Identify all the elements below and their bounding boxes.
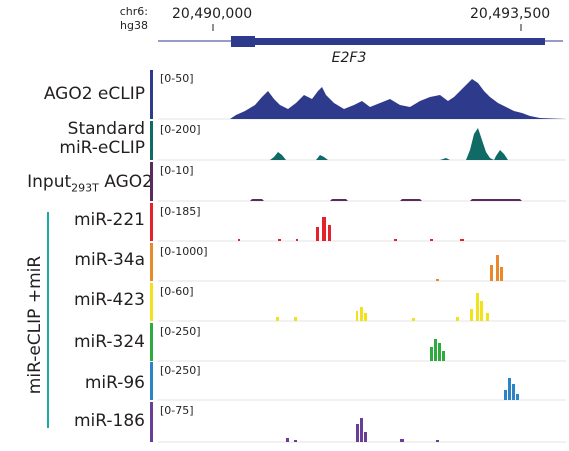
signal-bar-mir186 [286, 438, 289, 442]
signal-bar-mir423 [476, 293, 479, 321]
signal-bar-mir34a [490, 265, 493, 281]
track-input [150, 162, 566, 202]
track-color-bar-mir186 [150, 402, 153, 442]
ruler-right-coordinate: 20,493,500 [470, 6, 551, 22]
range-label-standard: [0-200] [160, 123, 201, 136]
gene-utr-5 [231, 36, 255, 47]
signal-bar-mir423 [294, 317, 297, 321]
track-color-bar-std [150, 121, 153, 160]
signal-bar-mir221 [322, 217, 326, 241]
range-label-mir-34a: [0-1000] [160, 245, 208, 258]
gene-model-e2f3 [158, 36, 563, 47]
track-label-input-ago2: Input293T AGO2 [27, 172, 153, 198]
signal-bar-mir221 [238, 239, 240, 241]
input-label-sub: 293T [71, 181, 99, 195]
range-label-mir-221: [0-185] [160, 205, 201, 218]
signal-bar-mir423 [412, 318, 415, 321]
ruler-left-coordinate: 20,490,000 [172, 6, 253, 22]
track-mir34a [150, 243, 566, 282]
track-label-mir-186: miR-186 [74, 411, 145, 431]
signal-bar-mir324 [434, 339, 437, 361]
track-label-mir-34a: miR-34a [74, 250, 145, 270]
signal-bar-mir423 [356, 311, 358, 321]
track-ago2 [150, 70, 566, 120]
signal-profile-ago2 [158, 79, 566, 119]
signal-bar-mir423 [276, 317, 279, 321]
signal-bar-mir221 [394, 239, 397, 241]
track-color-bar-mir423 [150, 283, 153, 321]
track-color-bar-input [150, 162, 153, 201]
signal-bar-mir423 [480, 301, 483, 321]
track-mir96 [150, 362, 566, 401]
range-label-ago2: [0-50] [160, 72, 194, 85]
signal-profile-std [158, 128, 566, 160]
signal-profile-input [158, 199, 566, 201]
track-label-standard-line2: miR-eCLIP [59, 138, 145, 158]
track-label-mir-324: miR-324 [74, 332, 145, 352]
signal-bar-mir221 [296, 239, 298, 241]
signal-bar-mir186 [436, 440, 439, 442]
signal-bar-mir186 [364, 432, 367, 442]
track-color-bar-mir34a [150, 243, 153, 281]
track-label-standard-line1: Standard [67, 119, 145, 139]
signal-bar-mir221 [278, 239, 281, 241]
assembly-label: hg38 [120, 19, 148, 32]
signal-bar-mir324 [430, 347, 433, 361]
track-mir221 [150, 203, 566, 242]
signal-bar-mir186 [400, 439, 404, 442]
track-color-bar-mir96 [150, 362, 153, 400]
track-label-mir-96: miR-96 [84, 373, 145, 393]
signal-bar-mir221 [316, 227, 319, 241]
signal-bar-mir423 [456, 317, 459, 321]
track-std [150, 121, 566, 161]
track-label-ago2: AGO2 eCLIP [43, 84, 145, 104]
signal-bar-mir34a [496, 255, 499, 281]
range-label-mir-324: [0-250] [160, 325, 201, 338]
track-label-mir-423: miR-423 [74, 290, 145, 310]
signal-bar-mir96 [512, 384, 515, 400]
input-label-tail: AGO2 [98, 172, 153, 192]
signal-bar-mir423 [360, 307, 363, 321]
range-label-input: [0-10] [160, 164, 194, 177]
signal-bar-mir221 [430, 239, 433, 241]
track-color-bar-mir221 [150, 203, 153, 241]
signal-bar-mir221 [460, 239, 464, 241]
signal-bar-mir186 [294, 440, 297, 442]
signal-bar-mir96 [516, 394, 519, 400]
signal-bar-mir221 [328, 225, 331, 241]
signal-bar-mir324 [442, 351, 445, 361]
gene-name-label: E2F3 [332, 50, 367, 66]
track-mir423 [150, 283, 566, 322]
signal-bar-mir324 [438, 343, 441, 361]
range-label-mir-423: [0-60] [160, 285, 194, 298]
track-color-bar-mir324 [150, 323, 153, 361]
signal-bar-mir423 [486, 313, 489, 321]
tracks-layer [150, 70, 566, 443]
range-label-mir-96: [0-250] [160, 364, 201, 377]
signal-bar-mir96 [508, 378, 511, 400]
track-mir186 [150, 402, 566, 443]
signal-bar-mir186 [356, 424, 359, 442]
range-label-mir-186: [0-75] [160, 404, 194, 417]
signal-bar-mir34a [436, 279, 439, 281]
signal-bar-mir34a [500, 267, 503, 281]
track-color-bar-ago2 [150, 70, 153, 119]
signal-bar-mir186 [360, 418, 363, 442]
signal-bar-mir96 [504, 390, 507, 400]
gene-utr-3 [255, 38, 545, 45]
track-label-standard-mir-eclip: Standard miR-eCLIP [59, 120, 145, 158]
signal-bar-mir423 [364, 313, 367, 321]
input-label-main: Input [27, 172, 72, 192]
chrom-label: chr6: [119, 5, 148, 18]
track-mir324 [150, 323, 566, 362]
signal-bar-mir423 [470, 309, 473, 321]
track-label-mir-221: miR-221 [74, 210, 145, 230]
